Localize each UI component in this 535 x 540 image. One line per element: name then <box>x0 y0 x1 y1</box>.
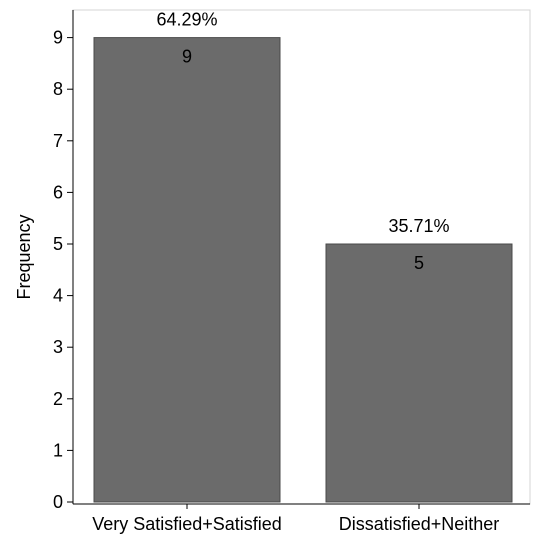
x-tick-label: Very Satisfied+Satisfied <box>92 514 282 534</box>
x-tick-label: Dissatisfied+Neither <box>339 514 500 534</box>
y-tick-label: 5 <box>53 234 63 254</box>
y-tick-label: 1 <box>53 440 63 460</box>
bar-value-label: 9 <box>182 47 192 67</box>
y-axis-title: Frequency <box>14 214 34 299</box>
bar-percent-label: 35.71% <box>388 216 449 236</box>
y-tick-label: 2 <box>53 389 63 409</box>
bar-percent-label: 64.29% <box>156 10 217 30</box>
y-tick-label: 9 <box>53 28 63 48</box>
y-tick-label: 0 <box>53 492 63 512</box>
bar <box>93 37 281 503</box>
bar <box>325 243 513 503</box>
y-tick-label: 4 <box>53 286 63 306</box>
y-tick-label: 8 <box>53 79 63 99</box>
y-tick-label: 3 <box>53 337 63 357</box>
bar-value-label: 5 <box>414 253 424 273</box>
y-tick-label: 6 <box>53 182 63 202</box>
y-tick-label: 7 <box>53 131 63 151</box>
